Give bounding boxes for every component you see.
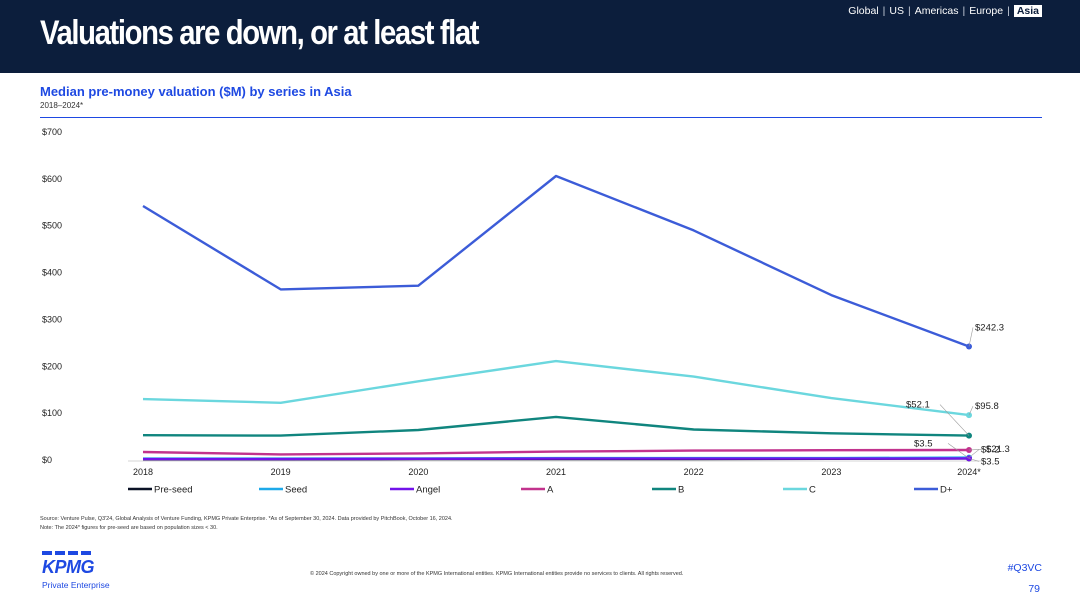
y-tick-label: $200 [42,361,62,371]
legend-item-d: D+ [914,485,953,496]
private-enterprise-label: Private Enterprise [42,580,110,590]
leader-line-b [939,404,970,436]
series-line-c [142,359,970,417]
legend-label: Angel [416,485,440,496]
y-tick-label: $0 [42,455,52,465]
nav-separator: | [882,5,886,17]
x-tick-label: 2023 [821,467,841,477]
source-note: Source: Venture Pulse, Q3'24, Global Ana… [40,515,453,532]
legend-item-b: B [652,485,684,496]
nav-link-europe[interactable]: Europe [969,5,1004,17]
series-b [142,415,972,439]
y-tick-label: $300 [42,314,62,324]
y-tick-label: $400 [42,268,62,278]
x-tick-label: 2019 [271,467,291,477]
legend: Pre-seed Seed Angel A B C D+ [128,485,953,496]
region-nav: Global | US | Americas | Europe | Asia [848,5,1042,17]
hashtag: #Q3VC [1007,562,1042,574]
y-tick-label: $500 [42,221,62,231]
data-label-pre-seed: $3.5 [981,456,1000,467]
legend-item-pre-seed: Pre-seed [128,485,193,496]
series-line-a [142,448,970,456]
series-a [142,447,972,456]
nav-separator: | [907,5,911,17]
series-lines [142,174,972,462]
nav-link-americas[interactable]: Americas [914,5,959,17]
annotation-leaders [939,327,985,462]
legend-label: Seed [285,485,307,496]
end-value-labels: $242.3$95.8$52.1$21.3$5.2$3.5$3.5 [906,322,1010,467]
series-d [142,174,972,350]
valuation-line-chart: $0$100$200$300$400$500$600$700 2018 2019 2… [42,127,1010,496]
series-line-angel [143,457,970,461]
data-label-d: $242.3 [975,322,1004,333]
y-tick-label: $600 [42,174,62,184]
leader-line-angel [947,443,970,459]
page-title: Valuations are down, or at least flat [40,14,480,52]
x-tick-label: 2018 [133,467,153,477]
legend-item-a: A [521,485,554,496]
data-label-b: $52.1 [906,400,930,411]
y-axis: $0 $100 $200 $300 $400 $500 $600 $700 [42,127,62,465]
nav-link-asia[interactable]: Asia [1013,5,1042,17]
data-label-c: $95.8 [975,401,999,412]
title-divider [40,117,1042,118]
nav-link-global[interactable]: Global [848,5,879,17]
data-label-angel: $3.5 [914,438,933,449]
y-tick-label: $100 [42,408,62,418]
chart-subtitle: 2018–2024* [40,101,84,110]
copyright: © 2024 Copyright owned by one or more of… [310,571,684,577]
leader-line-seed [968,449,980,458]
series-line-d [142,174,970,348]
series-c [142,359,972,419]
chart-title: Median pre-money valuation ($M) by serie… [40,84,352,99]
nav-link-us[interactable]: US [889,5,904,17]
kpmg-logo: KPMG [42,551,95,577]
nav-separator: | [962,5,966,17]
source-text: Source: Venture Pulse, Q3'24, Global Ana… [40,516,453,522]
legend-item-seed: Seed [259,485,307,496]
x-axis: 2018 2019 2020 2021 2022 2023 2024* [128,460,985,477]
x-tick-label: 2022 [684,467,704,477]
x-tick-label: 2020 [408,467,428,477]
legend-item-c: C [783,485,816,496]
leader-line-d [968,327,974,347]
legend-label: C [809,485,816,496]
nav-separator: | [1007,5,1010,17]
data-label-seed: $5.2 [981,445,1000,456]
y-tick-label: $700 [42,127,62,137]
data-label-a: $21.3 [986,444,1010,455]
series-line-b [142,415,970,437]
legend-item-angel: Angel [390,485,440,496]
leader-line-pre-seed [968,458,980,462]
leader-line-a [968,448,985,451]
note-text: Note: The 2024* figures for pre-seed are… [40,524,218,531]
legend-label: B [678,485,684,496]
header-bar: Valuations are down, or at least flat Gl… [0,0,1080,73]
page-number: 79 [1028,583,1040,595]
x-tick-label: 2024* [957,467,981,477]
x-tick-label: 2021 [546,467,566,477]
legend-label: A [547,485,554,496]
legend-label: Pre-seed [154,485,193,496]
leader-line-c [968,405,974,416]
legend-label: D+ [940,485,953,496]
